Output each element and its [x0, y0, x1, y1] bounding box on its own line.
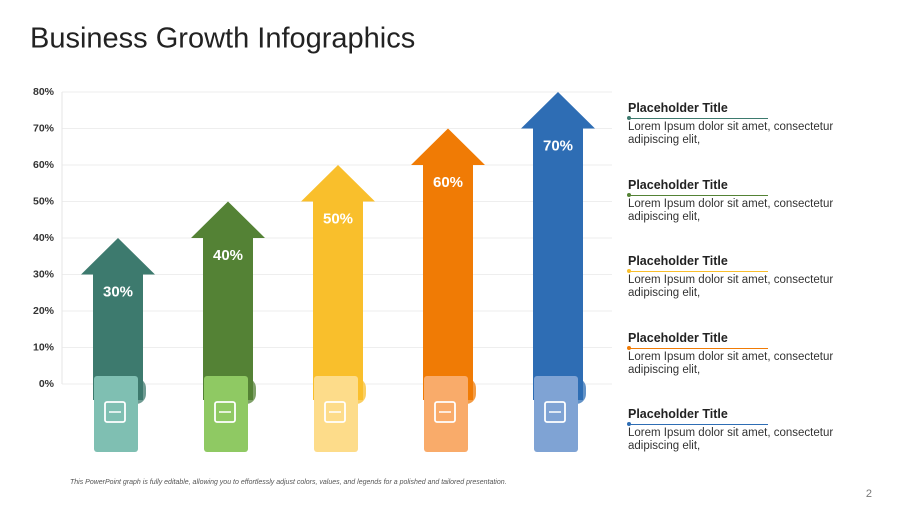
panel-title: Placeholder Title [628, 101, 728, 115]
panel-rule [628, 118, 768, 119]
card [94, 376, 146, 452]
y-tick-label: 20% [33, 305, 55, 317]
panel-rule [628, 194, 768, 196]
panel-dot [627, 345, 631, 350]
card-icon [324, 401, 346, 423]
panel-dot [627, 269, 631, 273]
y-tick-label: 50% [33, 195, 55, 207]
value-label: 50% [323, 210, 353, 227]
arrow [191, 201, 265, 400]
panel-title: Placeholder Title [628, 330, 728, 345]
card-icon [434, 401, 456, 423]
card [424, 376, 476, 452]
card-body [94, 376, 138, 452]
y-tick-label: 30% [33, 268, 55, 280]
panel-item: Placeholder Title Lorem Ipsum dolor sit a… [627, 407, 868, 453]
panel-item: Placeholder Title Lorem Ipsum dolor sit a… [627, 254, 868, 300]
arrow [411, 128, 485, 400]
card-body [534, 376, 578, 452]
panel-dot [627, 422, 631, 426]
panel-rule [628, 271, 768, 272]
card-body [314, 376, 358, 452]
panel-dot [627, 192, 631, 197]
y-tick-label: 10% [33, 341, 55, 353]
arrow [521, 92, 595, 400]
y-tick-label: 70% [33, 122, 55, 134]
value-label: 40% [213, 247, 243, 264]
panel-title: Placeholder Title [628, 177, 728, 192]
y-tick-label: 80% [33, 86, 55, 98]
panel-dot [627, 116, 631, 120]
panel-item: Placeholder Title Lorem Ipsum dolor sit a… [627, 330, 868, 377]
panel-rule [628, 347, 768, 349]
card-body [204, 376, 248, 452]
value-label: 30% [103, 283, 133, 300]
panel-rule [628, 424, 768, 425]
panel-item: Placeholder Title Lorem Ipsum dolor sit a… [627, 177, 868, 224]
card-icon [214, 401, 236, 423]
panel-text: Lorem Ipsum dolor sit amet, consectetur … [628, 274, 834, 299]
card [534, 376, 586, 452]
y-tick-label: 0% [39, 378, 55, 390]
arrow [301, 165, 375, 400]
card [204, 376, 256, 452]
panel-title: Placeholder Title [628, 254, 728, 268]
panel-text: Lorem Ipsum dolor sit amet, consectetur … [628, 197, 834, 223]
card-body [424, 376, 468, 452]
panel-item: Placeholder Title Lorem Ipsum dolor sit a… [627, 101, 868, 147]
y-tick-label: 40% [33, 232, 55, 244]
page-number: 2 [866, 488, 872, 500]
value-label: 60% [433, 174, 463, 191]
panel-text: Lorem Ipsum dolor sit amet, consectetur … [628, 121, 834, 146]
card [314, 376, 366, 452]
y-tick-label: 60% [33, 159, 55, 171]
note: This PowerPoint graph is fully editable,… [70, 479, 507, 486]
arrow [81, 238, 155, 400]
panel-text: Lorem Ipsum dolor sit amet, consectetur … [628, 350, 834, 376]
value-label: 70% [543, 137, 573, 154]
card-icon [104, 401, 126, 423]
chart-title: Business Growth Infographics [30, 23, 415, 55]
card-icon [544, 401, 566, 423]
panel-title: Placeholder Title [628, 407, 728, 421]
panel-text: Lorem Ipsum dolor sit amet, consectetur … [628, 427, 834, 452]
